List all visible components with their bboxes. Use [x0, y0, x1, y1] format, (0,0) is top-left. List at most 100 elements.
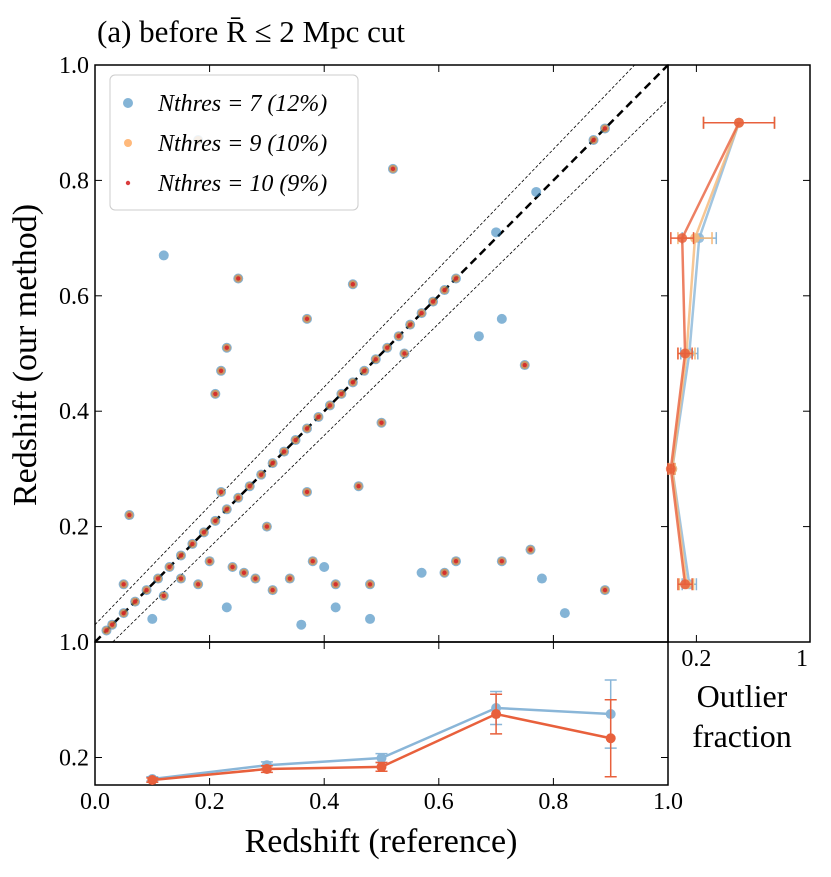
legend-label: Nthres = 7 (12%)	[157, 91, 327, 117]
scatter-point	[373, 357, 378, 362]
point	[677, 233, 688, 244]
scatter-point	[339, 391, 344, 397]
scatter-point	[218, 368, 224, 374]
point	[680, 579, 691, 590]
scatter-point	[602, 126, 608, 131]
point	[680, 348, 691, 359]
scatter-point	[442, 570, 447, 575]
scatter-point	[281, 449, 287, 454]
legend-label: Nthres = 9 (10%)	[157, 131, 327, 157]
scatter-point	[330, 602, 341, 613]
scatter-point	[304, 316, 310, 322]
scatter-point	[167, 564, 172, 570]
scatter-point	[499, 559, 505, 564]
scatter-point	[230, 564, 235, 570]
scatter-point	[522, 362, 527, 368]
scatter-point	[247, 484, 252, 489]
scatter-point	[213, 391, 218, 397]
scatter-point	[442, 287, 447, 293]
scatter-point	[132, 599, 138, 604]
scatter-point	[536, 573, 547, 584]
scatter-point	[121, 610, 126, 616]
scatter-point	[224, 507, 229, 512]
scatter-point	[195, 582, 201, 587]
right-frame	[667, 64, 811, 643]
x-tick-label: 0.8	[538, 789, 568, 815]
legend-label: Nthres = 10 (9%)	[157, 171, 327, 197]
scatter-point	[296, 619, 307, 630]
x-tick-label: 0.2	[195, 789, 225, 815]
x-axis-label: Redshift (reference)	[245, 823, 518, 860]
scatter-point	[365, 613, 376, 624]
scatter-point	[224, 345, 229, 350]
scatter-point	[236, 276, 241, 281]
scatter-point	[379, 420, 384, 425]
scatter-point	[350, 380, 356, 385]
scatter-point	[253, 576, 258, 581]
point	[734, 117, 744, 128]
scatter-point	[453, 276, 459, 281]
tolerance-line	[95, 65, 636, 625]
y-tick-label: 1.0	[59, 53, 89, 79]
scatter-point	[190, 541, 195, 547]
scatter-point	[144, 587, 149, 593]
scatter-point	[327, 403, 333, 408]
x-tick-label: 0.4	[309, 789, 339, 815]
scatter-point	[161, 593, 166, 599]
scatter-series	[104, 126, 608, 633]
y-tick-label: 0.8	[59, 168, 89, 194]
scatter-point	[218, 489, 224, 495]
y-tick-label: 1.0	[59, 630, 89, 656]
scatter-point	[333, 582, 338, 587]
scatter-point	[367, 582, 373, 587]
x-tick-label: 0.6	[424, 789, 454, 815]
scatter-point	[491, 227, 502, 238]
y-tick-label: 0.6	[59, 284, 89, 310]
scatter-point	[602, 587, 608, 593]
scatter-point	[270, 587, 275, 593]
scatter-point	[496, 313, 507, 324]
scatter-point	[453, 559, 459, 564]
legend-box	[109, 74, 359, 211]
scatter-point	[591, 137, 596, 143]
scatter-point	[201, 530, 207, 535]
scatter-point	[158, 250, 169, 261]
scatter-point	[430, 299, 436, 304]
scatter-point	[178, 553, 184, 558]
scatter-point	[213, 518, 218, 524]
legend-marker	[123, 98, 133, 108]
scatter-point	[559, 608, 570, 619]
scatter-point	[109, 622, 115, 627]
scatter-point	[356, 484, 361, 489]
scatter-point	[310, 559, 315, 564]
point	[689, 233, 700, 244]
y-tick-label: 0.2	[59, 515, 89, 541]
scatter-point	[531, 186, 542, 197]
bottom-frame	[94, 641, 669, 786]
x-tick-label: 0.0	[80, 789, 110, 815]
chart-title: (a) before R̄ ≤ 2 Mpc cut	[97, 14, 405, 49]
scatter-point	[178, 576, 184, 581]
right-axis-label: fraction	[692, 718, 792, 754]
scatter-point	[319, 561, 330, 572]
scatter-point	[396, 333, 401, 339]
x-tick-label: 1.0	[653, 789, 683, 815]
point	[665, 463, 676, 474]
scatter-point	[287, 576, 293, 581]
scatter-point	[316, 414, 321, 420]
scatter-point	[264, 524, 270, 529]
y-axis-label: Redshift (our method)	[7, 204, 44, 506]
scatter-point	[155, 576, 161, 581]
scatter-point	[241, 570, 247, 575]
tolerance-line	[112, 99, 668, 642]
scatter-point	[236, 495, 241, 500]
scatter-point	[258, 472, 264, 477]
scatter-point	[304, 489, 310, 495]
scatter-point	[385, 345, 390, 350]
scatter-point	[207, 559, 212, 564]
scatter-point	[221, 602, 232, 613]
scatter-point	[473, 331, 484, 342]
point	[261, 764, 272, 775]
legend-marker	[124, 139, 132, 147]
